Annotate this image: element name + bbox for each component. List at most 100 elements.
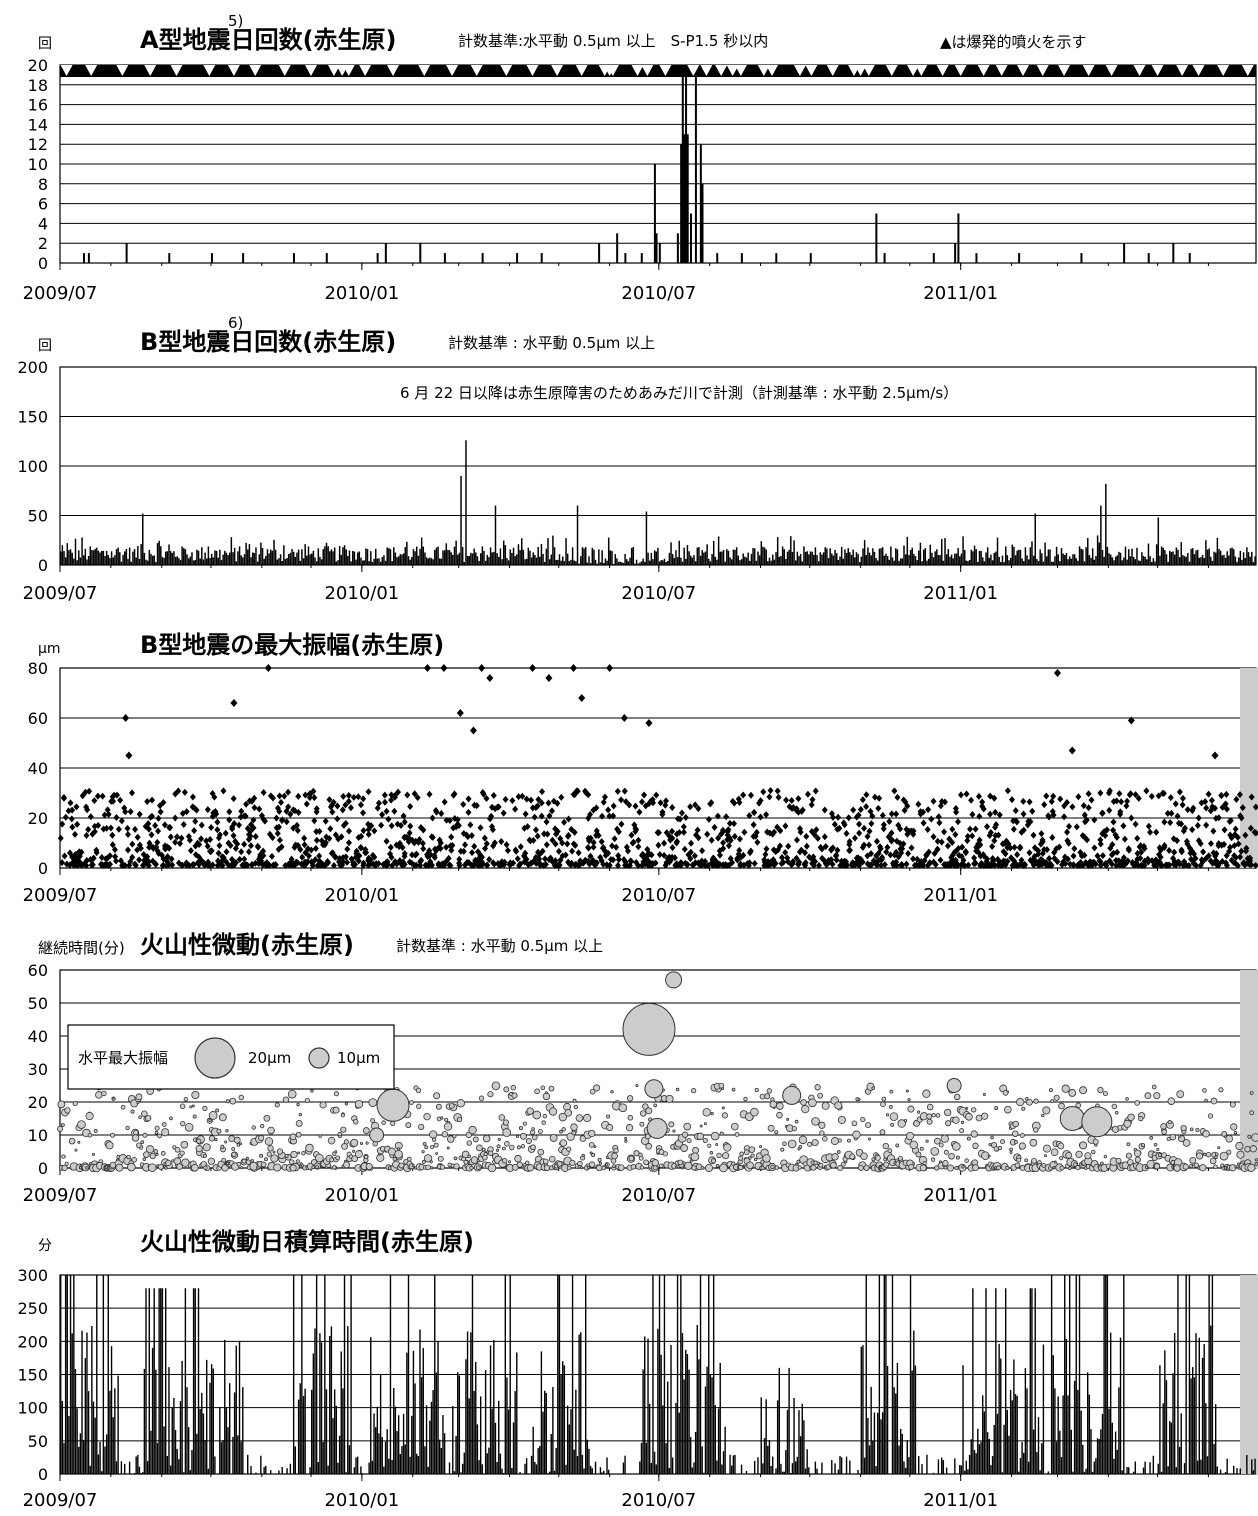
amplitude-point <box>751 821 757 828</box>
tremor-duration-bar <box>785 1450 786 1474</box>
y-tick-label: 10 <box>28 155 48 174</box>
tremor-point <box>881 1102 886 1107</box>
amplitude-point <box>1200 848 1206 855</box>
b-type-bar <box>716 560 717 565</box>
b-type-bar <box>250 557 251 565</box>
b-type-bar <box>756 561 757 565</box>
amplitude-point <box>903 861 909 868</box>
b-type-bar <box>426 557 427 565</box>
tremor-point <box>488 1151 493 1156</box>
tremor-point <box>684 1123 691 1130</box>
b-type-bar <box>677 557 678 565</box>
b-type-bar <box>85 549 86 565</box>
b-type-bar <box>227 555 228 565</box>
tremor-point <box>78 1141 80 1143</box>
tremor-duration-bar <box>672 1457 673 1474</box>
amplitude-point <box>360 795 366 802</box>
b-type-bar <box>792 552 793 565</box>
amplitude-outlier <box>478 664 485 672</box>
tremor-duration-bar <box>240 1442 241 1474</box>
b-type-bar <box>788 550 789 565</box>
amplitude-point <box>545 799 551 806</box>
tremor-duration-bar <box>1200 1460 1201 1474</box>
tremor-point <box>161 1151 165 1155</box>
tremor-duration-bar <box>324 1275 325 1474</box>
b-type-bar <box>908 555 909 565</box>
b-type-bar <box>1105 484 1106 565</box>
tremor-point <box>775 1131 778 1134</box>
b-type-bar <box>605 558 606 565</box>
b-type-bar <box>1094 560 1095 565</box>
tremor-duration-bar <box>531 1456 532 1474</box>
amplitude-point <box>635 843 641 850</box>
b-type-bar <box>303 558 304 565</box>
x-tick-label: 2011/01 <box>923 1490 998 1511</box>
amplitude-point <box>569 848 575 855</box>
b-type-bar <box>306 556 307 565</box>
tremor-point <box>1205 1099 1208 1102</box>
tremor-point <box>290 1134 296 1140</box>
b-type-bar <box>764 547 765 565</box>
a-type-bar <box>677 233 679 263</box>
b-type-bar <box>588 556 589 565</box>
tremor-point <box>640 1122 644 1126</box>
tremor-duration-bar <box>247 1455 248 1474</box>
tremor-duration-bar <box>601 1472 602 1474</box>
amplitude-point <box>964 837 970 844</box>
b-type-bar <box>467 556 468 565</box>
tremor-point <box>544 1165 550 1171</box>
b-type-bar <box>651 553 652 565</box>
tremor-duration-bar <box>350 1275 351 1474</box>
tremor-duration-bar <box>711 1377 712 1474</box>
tremor-duration-bar <box>427 1467 428 1474</box>
tremor-point <box>1183 1164 1188 1169</box>
b-type-bar <box>1190 549 1191 565</box>
b-type-bar <box>1212 561 1213 565</box>
b-type-bar <box>1197 550 1198 565</box>
tremor-duration-bar <box>1159 1365 1160 1474</box>
b-type-bar <box>498 557 499 565</box>
tremor-point <box>531 1145 536 1150</box>
b-type-bar <box>114 555 115 565</box>
tremor-point <box>941 1135 948 1142</box>
b-type-bar <box>1204 558 1205 565</box>
tremor-duration-bar <box>405 1444 406 1474</box>
tremor-duration-bar <box>190 1470 191 1474</box>
b-type-bar <box>288 554 289 565</box>
tremor-event <box>783 1086 801 1104</box>
a-type-bar <box>975 253 977 263</box>
b-type-bar <box>339 546 340 565</box>
tremor-duration-bar <box>908 1457 909 1474</box>
tremor-event <box>377 1089 409 1121</box>
b-type-bar <box>1174 555 1175 565</box>
tremor-duration-bar <box>554 1471 555 1474</box>
tremor-point <box>954 1094 960 1100</box>
tremor-point <box>1076 1151 1082 1157</box>
x-tick-label: 2010/07 <box>621 1185 696 1206</box>
a-type-bar <box>1123 243 1125 263</box>
amplitude-point <box>706 816 712 823</box>
tremor-point <box>1150 1136 1153 1139</box>
tremor-point <box>328 1137 335 1144</box>
b-type-bar <box>483 551 484 565</box>
b-type-bar <box>1036 559 1037 565</box>
tremor-point <box>436 1152 438 1154</box>
tremor-duration-bar <box>1061 1457 1062 1474</box>
tremor-duration-bar <box>409 1457 410 1474</box>
tremor-duration-bar <box>582 1455 583 1474</box>
tremor-point <box>776 1103 783 1110</box>
amplitude-point <box>1106 807 1112 814</box>
b-type-bar <box>285 559 286 565</box>
b-type-bar <box>918 550 919 565</box>
tremor-point <box>883 1143 889 1149</box>
tremor-point <box>611 1090 614 1093</box>
tremor-duration-bar <box>460 1472 461 1474</box>
tremor-duration-bar <box>395 1407 396 1474</box>
b-type-bar <box>1159 556 1160 565</box>
tremor-point <box>430 1131 437 1138</box>
b-type-bar <box>711 554 712 565</box>
amplitude-outlier <box>606 664 613 672</box>
y-tick-label: 10 <box>28 1126 48 1145</box>
tremor-duration-bar <box>701 1446 702 1474</box>
tremor-duration-bar <box>206 1360 207 1474</box>
